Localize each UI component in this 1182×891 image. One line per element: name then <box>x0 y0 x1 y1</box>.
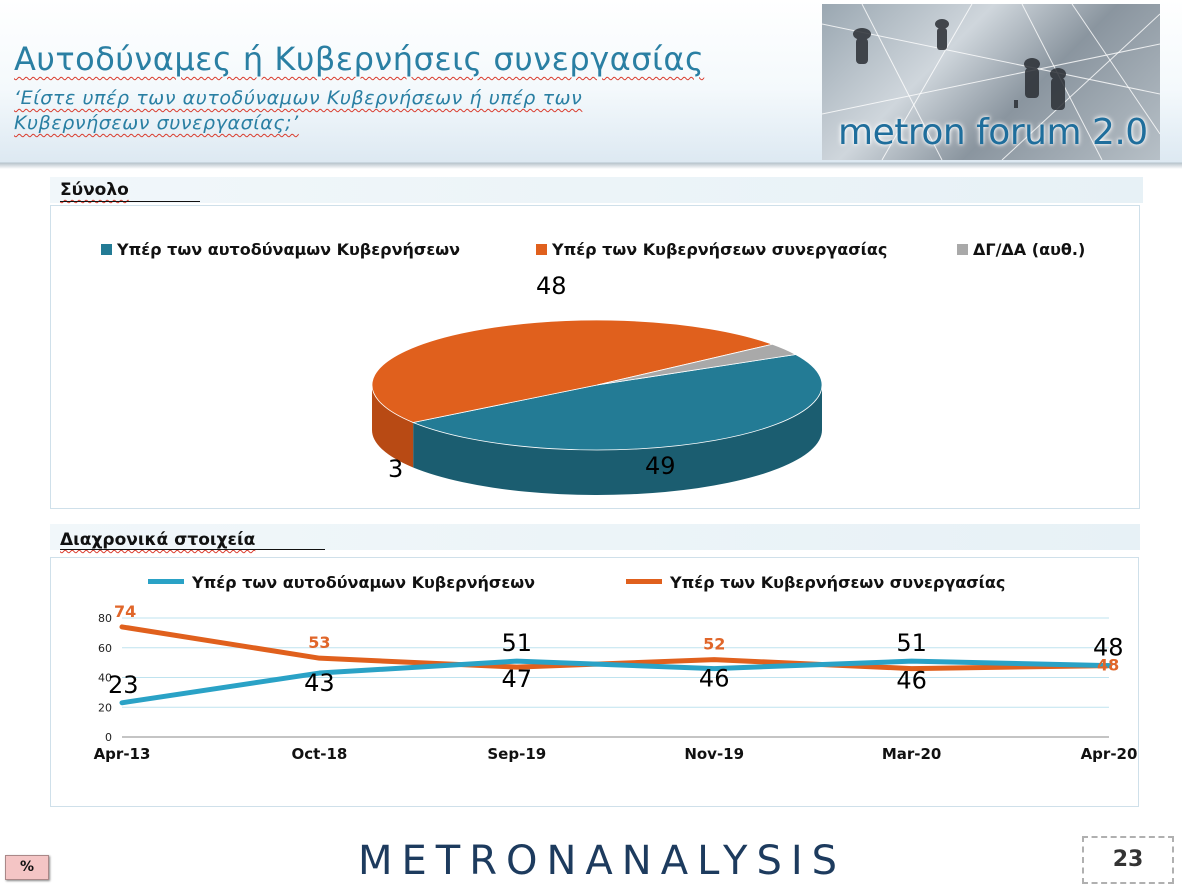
pie-data-label-single-party: 48 <box>536 272 567 300</box>
percent-badge: % <box>5 855 49 880</box>
data-label-single-party: 23 <box>108 671 139 699</box>
x-category-label: Mar-20 <box>882 745 942 763</box>
line-legend-item-single-party: Υπέρ των αυτοδύναμων Κυβερνήσεων <box>148 573 535 592</box>
x-category-label: Apr-20 <box>1081 745 1138 763</box>
y-tick-label: 60 <box>98 642 112 655</box>
data-label-single-party: 51 <box>896 629 927 657</box>
pie-slice-single-party-side <box>413 385 822 496</box>
total-section-underline <box>60 201 200 202</box>
legend-line-orange <box>626 579 662 584</box>
x-category-label: Apr-13 <box>94 745 151 763</box>
legend-swatch-gray <box>957 244 968 255</box>
pie-data-label-dk: 3 <box>388 455 404 483</box>
legend-swatch-teal <box>101 244 112 255</box>
pie-slice-coalition <box>371 319 774 423</box>
slide-title: Αυτοδύναμες ή Κυβερνήσεις συνεργασίας <box>14 40 705 78</box>
y-tick-label: 20 <box>98 701 112 714</box>
data-label-coalition: 47 <box>502 665 533 693</box>
line-series-single-party <box>119 658 1112 706</box>
legend-swatch-orange <box>536 244 547 255</box>
pie-slice-dk <box>596 343 797 386</box>
line-legend-item-coalition: Υπέρ των Κυβερνήσεων συνεργασίας <box>626 573 1005 592</box>
line-chart-panel <box>50 557 1139 807</box>
pie-legend-item-dk: ΔΓ/ΔΑ (αυθ.) <box>957 240 1085 259</box>
pie-slice-single-party <box>411 354 823 451</box>
pie-slice-coalition-side <box>372 385 414 468</box>
trend-section-band <box>50 524 1140 550</box>
forum-background-graphic <box>822 4 1160 160</box>
data-label-single-party: 43 <box>304 669 335 697</box>
slide-subtitle: ‘Είστε υπέρ των αυτοδύναμων Κυβερνήσεων … <box>14 87 583 134</box>
y-tick-label: 80 <box>98 612 112 625</box>
x-category-label: Oct-18 <box>291 745 347 763</box>
data-label-coalition: 74 <box>114 602 136 621</box>
total-section-band <box>50 177 1143 203</box>
data-label-single-party: 46 <box>699 665 730 693</box>
y-tick-label: 0 <box>105 731 112 744</box>
data-label-coalition: 53 <box>308 633 330 652</box>
y-tick-label: 40 <box>98 672 112 685</box>
pie-legend-item-coalition: Υπέρ των Κυβερνήσεων συνεργασίας <box>536 240 887 259</box>
forum-brand-text: metron forum 2.0 <box>838 112 1148 153</box>
pie-legend-item-single-party: Υπέρ των αυτοδύναμων Κυβερνήσεων <box>101 240 460 259</box>
trend-section-label: Διαχρονικά στοιχεία <box>60 530 256 550</box>
data-label-single-party: 51 <box>502 629 533 657</box>
legend-line-teal <box>148 579 184 584</box>
slide-header: Αυτοδύναμες ή Κυβερνήσεις συνεργασίας ‘Ε… <box>0 0 1182 163</box>
trend-section-underline <box>60 549 325 550</box>
data-label-single-party: 48 <box>1093 634 1124 662</box>
data-label-coalition: 46 <box>896 667 927 695</box>
metron-forum-image: metron forum 2.0 <box>822 4 1160 160</box>
pie-data-label-coalition: 49 <box>645 452 676 480</box>
metron-analysis-logo: METRONANALYSIS <box>358 838 847 884</box>
x-category-label: Sep-19 <box>487 745 546 763</box>
total-section-label: Σύνολο <box>60 180 129 200</box>
x-category-label: Nov-19 <box>684 745 744 763</box>
header-shadow <box>0 163 1182 169</box>
data-label-coalition: 52 <box>703 635 725 654</box>
page-number: 23 <box>1082 836 1174 884</box>
data-label-coalition: 48 <box>1097 656 1119 675</box>
